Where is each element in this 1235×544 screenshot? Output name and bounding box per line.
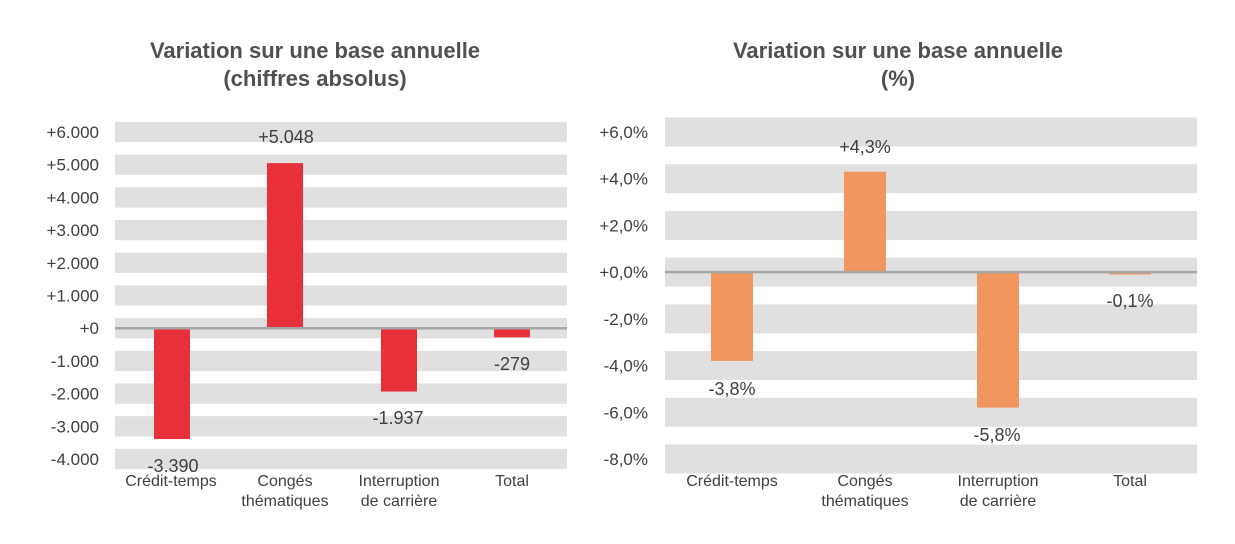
pct-data-label: -3,8% bbox=[708, 379, 755, 399]
pct-category-label: Interruption bbox=[958, 473, 1039, 490]
pct-grid-band bbox=[665, 397, 1197, 427]
chart-title-absolute: Variation sur une base annuelle (chiffre… bbox=[40, 37, 590, 93]
abs-bar bbox=[154, 328, 190, 440]
abs-y-tick-label: +0 bbox=[80, 319, 99, 338]
abs-category-label: thématiques bbox=[241, 493, 328, 510]
abs-grid-band bbox=[115, 285, 567, 306]
chart-title-percent-line2: (%) bbox=[880, 66, 916, 91]
abs-grid-band bbox=[115, 187, 567, 208]
abs-y-tick-label: -1.000 bbox=[51, 352, 99, 371]
abs-grid-band bbox=[115, 383, 567, 404]
pct-y-tick-label: -4,0% bbox=[604, 357, 648, 376]
pct-grid-band bbox=[665, 210, 1197, 240]
pct-category-label: thématiques bbox=[821, 493, 908, 510]
pct-y-tick-label: -6,0% bbox=[604, 403, 648, 422]
abs-grid-band bbox=[115, 252, 567, 273]
abs-y-tick-label: -4.000 bbox=[51, 450, 99, 469]
abs-y-tick-label: +5.000 bbox=[47, 156, 99, 175]
pct-y-tick-label: +2,0% bbox=[599, 216, 648, 235]
abs-y-tick-label: +1.000 bbox=[47, 287, 99, 306]
pct-y-tick-label: +4,0% bbox=[599, 170, 648, 189]
chart-title-percent: Variation sur une base annuelle (%) bbox=[623, 37, 1173, 93]
pct-category-label: Congés bbox=[837, 473, 892, 490]
abs-data-label: -1.937 bbox=[372, 408, 423, 428]
abs-y-tick-label: -2.000 bbox=[51, 385, 99, 404]
abs-bar bbox=[381, 328, 417, 392]
pct-grid-band bbox=[665, 164, 1197, 194]
pct-y-tick-label: +6,0% bbox=[599, 123, 648, 142]
abs-grid-band bbox=[115, 350, 567, 372]
pct-y-tick-label: -2,0% bbox=[604, 310, 648, 329]
pct-data-label: -5,8% bbox=[973, 425, 1020, 445]
abs-category-label: Total bbox=[495, 473, 529, 490]
abs-grid-band bbox=[115, 121, 567, 143]
abs-grid-band bbox=[115, 448, 567, 470]
pct-grid-band bbox=[665, 304, 1197, 334]
pct-category-label: Crédit-temps bbox=[686, 473, 778, 490]
abs-grid-band bbox=[115, 154, 567, 175]
pct-bar bbox=[977, 272, 1019, 408]
abs-y-tick-label: +4.000 bbox=[47, 188, 99, 207]
pct-category-label: Total bbox=[1113, 473, 1147, 490]
chart-title-absolute-line2: (chiffres absolus) bbox=[223, 66, 407, 91]
abs-data-label: +5.048 bbox=[258, 127, 314, 147]
abs-bar bbox=[267, 163, 303, 329]
abs-data-label: -279 bbox=[494, 354, 530, 374]
abs-data-label: -3.390 bbox=[147, 456, 198, 476]
pct-data-label: +4,3% bbox=[839, 137, 891, 157]
pct-y-tick-label: -8,0% bbox=[604, 450, 648, 469]
pct-category-label: de carrière bbox=[960, 493, 1037, 510]
pct-bar bbox=[844, 171, 886, 273]
abs-y-tick-label: +2.000 bbox=[47, 254, 99, 273]
chart-title-absolute-line1: Variation sur une base annuelle bbox=[149, 38, 481, 63]
pct-data-label: -0,1% bbox=[1106, 291, 1153, 311]
pct-grid-band bbox=[665, 444, 1197, 474]
abs-y-tick-label: +6.000 bbox=[47, 123, 99, 142]
abs-grid-band bbox=[115, 416, 567, 437]
abs-category-label: Congés bbox=[257, 473, 312, 490]
pct-bar bbox=[711, 272, 753, 361]
abs-y-tick-label: -3.000 bbox=[51, 417, 99, 436]
pct-y-tick-label: +0,0% bbox=[599, 263, 648, 282]
abs-category-label: de carrière bbox=[361, 493, 438, 510]
abs-category-label: Interruption bbox=[359, 473, 440, 490]
abs-bar bbox=[494, 328, 530, 338]
pct-grid-band bbox=[665, 351, 1197, 381]
pct-grid-band bbox=[665, 117, 1197, 147]
abs-grid-band bbox=[115, 219, 567, 241]
abs-category-label: Crédit-temps bbox=[125, 473, 217, 490]
chart-title-percent-line1: Variation sur une base annuelle bbox=[732, 38, 1064, 63]
abs-y-tick-label: +3.000 bbox=[47, 221, 99, 240]
